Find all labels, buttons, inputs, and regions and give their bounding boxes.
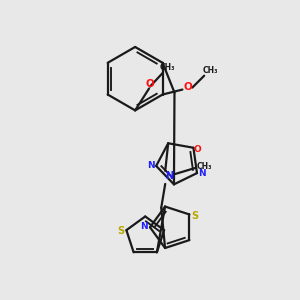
Text: O: O — [194, 145, 201, 154]
Text: N: N — [140, 222, 148, 231]
Text: O: O — [184, 82, 193, 92]
Text: CH₃: CH₃ — [160, 63, 176, 72]
Text: S: S — [191, 212, 198, 221]
Text: CH₃: CH₃ — [197, 162, 213, 171]
Text: S: S — [117, 226, 124, 236]
Text: CH₃: CH₃ — [202, 66, 218, 75]
Text: N: N — [147, 161, 155, 170]
Text: N: N — [198, 169, 206, 178]
Text: N: N — [165, 171, 173, 181]
Text: O: O — [146, 79, 154, 88]
